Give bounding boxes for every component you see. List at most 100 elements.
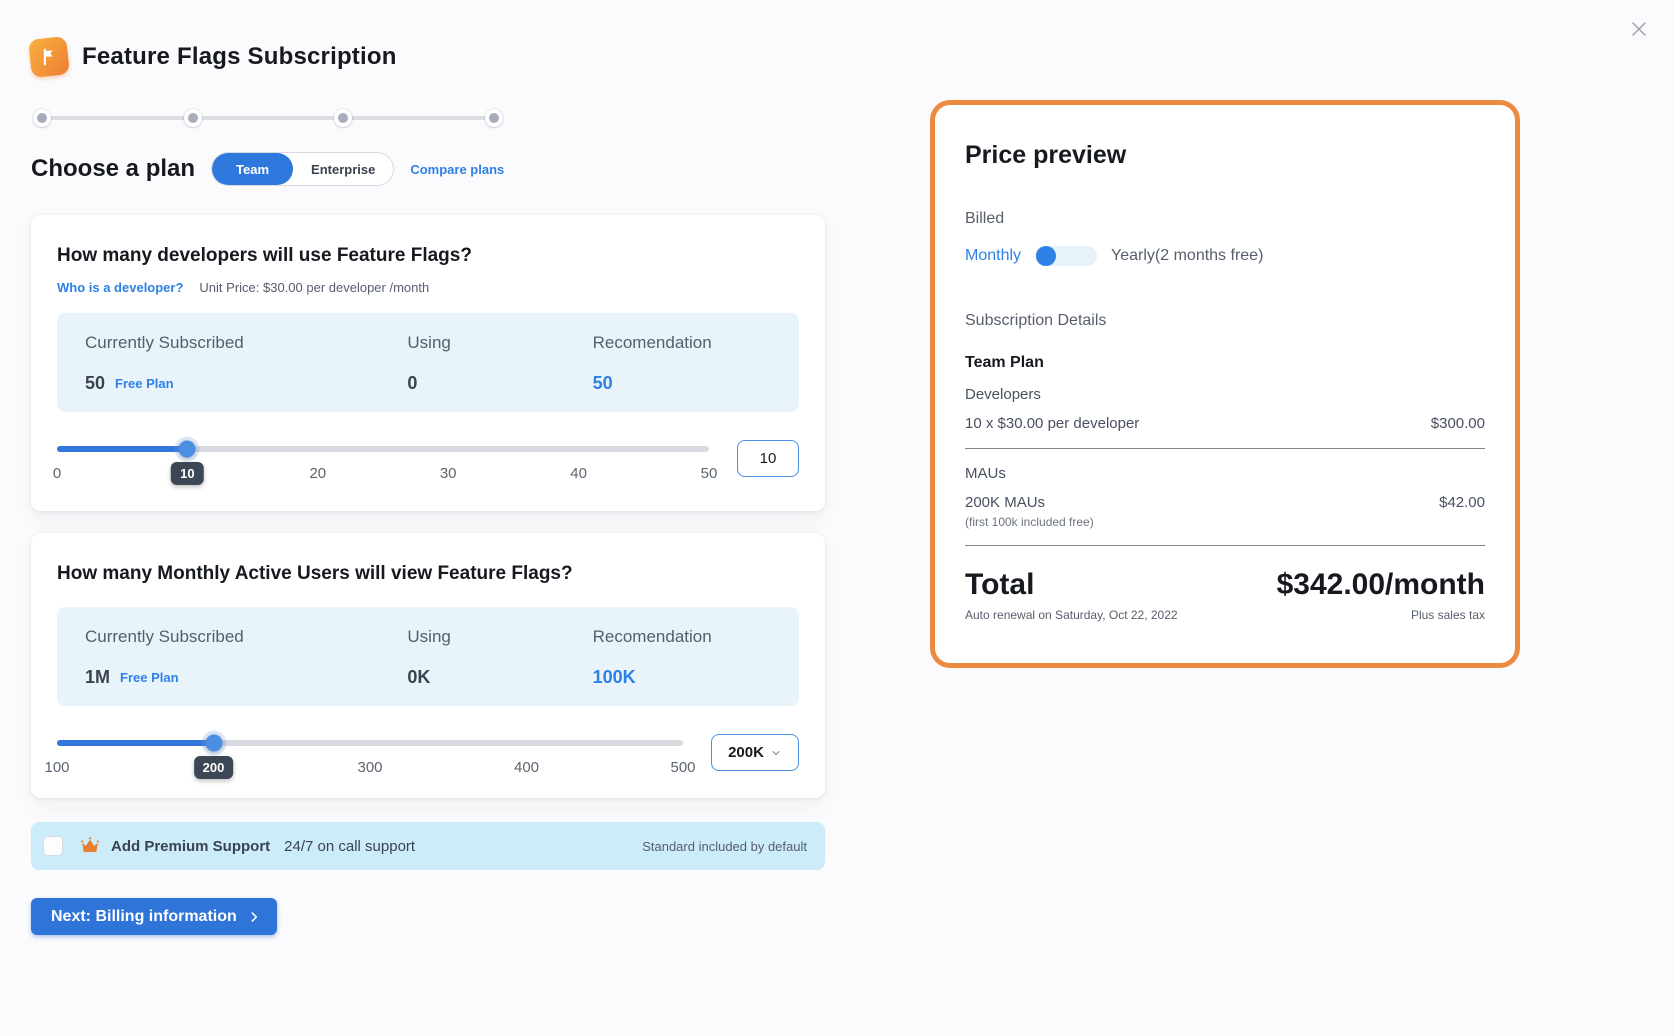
total-label: Total [965,568,1035,601]
crown-icon [81,837,99,852]
total-subrow: Auto renewal on Saturday, Oct 22, 2022 P… [965,608,1485,622]
step-dot-2 [183,109,202,127]
slider-tick-label: 50 [700,465,718,482]
slider-thumb[interactable] [205,734,222,752]
column-header-currently-subscribed: Currently Subscribed [85,333,244,352]
premium-support-checkbox[interactable] [43,836,63,856]
chevron-down-icon [772,750,780,755]
premium-support-sublabel: 24/7 on call support [284,837,416,855]
slider-fill [57,446,188,452]
slider-track[interactable] [57,740,683,746]
next-billing-button[interactable]: Next: Billing information [31,898,277,935]
step-dot-1 [33,109,51,127]
page-title: Feature Flags Subscription [82,43,397,70]
maus-card-title: How many Monthly Active Users will view … [57,563,573,584]
using-value: 0K [407,667,431,687]
maus-card: How many Monthly Active Users will view … [31,533,825,798]
progress-stepper [33,106,503,130]
maus-included-note: (first 100k included free) [965,515,1094,529]
column-header-using: Using [407,627,451,646]
developers-card: How many developers will use Feature Fla… [31,215,825,511]
maus-line-desc: 200K MAUs [965,494,1046,511]
total-row: Total $342.00/month [965,568,1485,602]
billing-period-row: Monthly Yearly(2 months free) [965,246,1485,266]
recommendation-cell: 50 [593,373,771,394]
currently-subscribed-cell: 1M Free Plan [85,667,407,688]
enterprise-plan-tab[interactable]: Enterprise [311,161,376,177]
column-header-currently-subscribed: Currently Subscribed [85,627,244,646]
slider-tick-label: 40 [570,465,587,482]
developers-price-line: 10 x $30.00 per developer $300.00 [965,415,1485,432]
using-cell: 0 [407,373,592,394]
billing-monthly-option[interactable]: Monthly [965,247,1022,264]
developers-count-input[interactable] [737,440,799,477]
slider-track[interactable] [57,446,709,452]
billed-label: Billed [965,210,1005,227]
free-plan-badge[interactable]: Free Plan [115,376,174,391]
recommendation-cell: 100K [593,667,771,688]
recommendation-value: 100K [592,667,636,687]
next-billing-button-label: Next: Billing information [51,907,237,925]
slider-tick-label: 500 [670,759,696,776]
standard-included-note: Standard included by default [642,838,807,854]
maus-stats-table: Currently Subscribed Using Recomendation… [57,607,799,706]
team-plan-tab[interactable]: Team [212,153,294,185]
compare-plans-link[interactable]: Compare plans [410,161,505,177]
slider-tick-label: 400 [513,759,540,776]
slider-tick-label: 30 [439,465,457,482]
free-plan-badge[interactable]: Free Plan [120,670,179,685]
billing-period-toggle[interactable] [1035,246,1098,266]
maus-unit-select[interactable]: 200K [711,734,799,771]
column-header-recommendation: Recomendation [592,627,712,646]
unit-price-text: Unit Price: $30.00 per developer /month [199,280,430,295]
developers-slider-row: 10 0 20 30 40 50 [53,440,799,502]
maus-slider[interactable]: 200 100 300 400 500 [44,734,696,796]
slider-tick-label: 100 [44,759,70,776]
slider-tick-label: 0 [52,465,62,482]
recommendation-value: 50 [592,373,613,393]
slider-value-badge: 10 [171,462,204,485]
toggle-knob [1036,246,1057,266]
plan-selector-row: Choose a plan Team Enterprise Compare pl… [31,152,504,186]
developers-line-desc: 10 x $30.00 per developer [965,415,1140,432]
maus-item-label: MAUs [965,465,1006,482]
slider-fill [57,740,214,746]
currently-subscribed-value: 1M [85,667,111,687]
divider [965,448,1485,449]
choose-plan-heading: Choose a plan [31,155,196,182]
developers-stats-table: Currently Subscribed Using Recomendation… [57,313,799,412]
using-value: 0 [407,373,418,393]
divider [965,545,1485,546]
auto-renewal-note: Auto renewal on Saturday, Oct 22, 2022 [965,608,1178,622]
maus-slider-row: 200 100 300 400 500 200K [44,734,799,796]
total-value: $342.00/month [1276,568,1485,601]
developers-item-label: Developers [965,386,1041,403]
maus-unit-select-value: 200K [728,744,764,761]
developers-card-title: How many developers will use Feature Fla… [57,245,472,266]
price-preview-panel: Price preview Billed Monthly Yearly(2 mo… [930,100,1520,668]
currently-subscribed-cell: 50 Free Plan [85,373,407,394]
feature-flags-logo-icon [28,36,70,78]
who-is-developer-link[interactable]: Who is a developer? [57,280,184,295]
developers-line-price: $300.00 [1430,415,1485,432]
stepper-line [41,116,495,120]
slider-thumb[interactable] [178,440,196,458]
price-preview-title: Price preview [965,141,1127,169]
billing-yearly-option[interactable]: Yearly(2 months free) [1111,247,1264,264]
developers-slider[interactable]: 10 0 20 30 40 50 [53,440,717,502]
column-header-recommendation: Recomendation [592,333,712,352]
chevron-right-icon [251,911,257,922]
premium-support-row: Add Premium Support 24/7 on call support… [31,822,825,870]
maus-line-price: $42.00 [1439,494,1485,511]
currently-subscribed-value: 50 [85,373,106,393]
step-dot-4 [484,109,503,127]
column-header-using: Using [407,333,451,352]
developers-card-subrow: Who is a developer? Unit Price: $30.00 p… [57,280,799,295]
slider-tick-label: 300 [357,759,383,776]
maus-price-line: 200K MAUs $42.00 [965,494,1485,511]
premium-support-label: Add Premium Support [111,837,271,855]
plan-name: Team Plan [965,354,1044,371]
close-icon[interactable] [1624,14,1654,44]
plan-toggle: Team Enterprise [211,152,395,186]
header: Feature Flags Subscription [28,36,397,78]
